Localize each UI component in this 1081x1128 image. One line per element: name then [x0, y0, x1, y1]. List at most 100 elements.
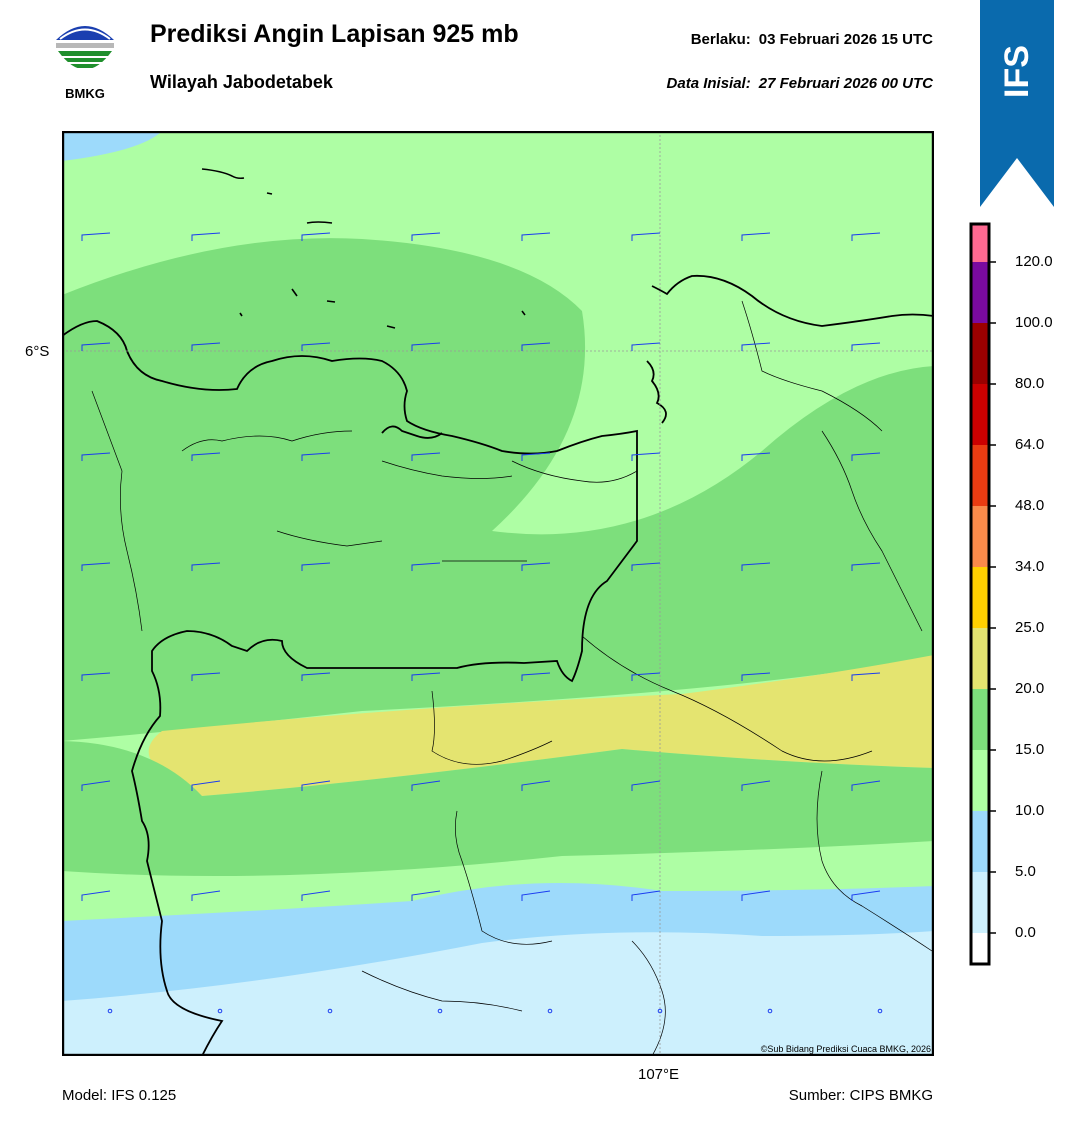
- calm-marker: [107, 1008, 113, 1014]
- coastline: [62, 274, 934, 1056]
- wind-barb: [81, 780, 111, 791]
- wind-barb: [301, 672, 331, 681]
- graticule: [62, 131, 934, 1056]
- colorbar-legend: [969, 222, 996, 966]
- valid-time: Berlaku: 03 Februari 2026 15 UTC: [691, 31, 933, 48]
- ribbon-label: IFS: [997, 44, 1036, 98]
- wind-barb: [81, 452, 111, 461]
- wind-band-5-10-corner: [62, 131, 162, 161]
- colorbar-tick-label: 48.0: [1015, 497, 1045, 514]
- calm-marker: [767, 1008, 773, 1014]
- colorbar-tick-label: 64.0: [1015, 436, 1045, 453]
- init-label: Data Inisial:: [666, 75, 751, 92]
- wind-barb: [851, 562, 881, 571]
- wind-barb: [301, 562, 331, 571]
- wind-barb: [741, 342, 771, 351]
- wind-barbs: [81, 232, 883, 1014]
- wind-barb: [191, 890, 221, 901]
- colorbar-tick-label: 10.0: [1015, 802, 1045, 819]
- wind-barb: [631, 232, 661, 241]
- page-subtitle: Wilayah Jabodetabek: [150, 72, 333, 92]
- calm-marker: [877, 1008, 883, 1014]
- wind-band-15-20: [62, 238, 934, 741]
- wind-barb: [741, 562, 771, 571]
- colorbar-segment: [971, 933, 989, 964]
- colorbar-segment: [971, 872, 989, 933]
- wind-barb: [631, 342, 661, 351]
- wind-barb: [411, 562, 441, 571]
- wind-barb: [851, 342, 881, 351]
- wind-barb: [81, 562, 111, 571]
- wind-band-0-5: [62, 931, 934, 1056]
- colorbar-segment: [971, 224, 989, 262]
- wind-barb: [741, 780, 771, 791]
- wind-barb: [521, 780, 551, 791]
- wind-barb: [521, 232, 551, 241]
- valid-value: 03 Februari 2026 15 UTC: [758, 31, 933, 48]
- wind-barb: [631, 890, 661, 901]
- wind-barb: [851, 890, 881, 901]
- valid-label: Berlaku:: [690, 31, 751, 48]
- wind-barb: [191, 342, 221, 351]
- wind-barb: [521, 342, 551, 351]
- wind-barb: [741, 672, 771, 681]
- colorbar-tick-label: 34.0: [1015, 558, 1045, 575]
- wind-barb: [851, 452, 881, 461]
- wind-barb: [741, 232, 771, 241]
- wind-barb: [411, 452, 441, 461]
- logo-text: BMKG: [65, 86, 105, 101]
- colorbar-segment: [971, 262, 989, 323]
- ifs-ribbon: [980, 0, 1054, 207]
- wind-barb: [81, 232, 111, 241]
- wind-barb: [411, 890, 441, 901]
- wind-barb: [631, 672, 661, 681]
- wind-barb: [81, 890, 111, 901]
- wind-barb: [301, 452, 331, 461]
- wind-barb: [411, 342, 441, 351]
- calm-marker: [327, 1008, 333, 1014]
- wind-barb: [301, 342, 331, 351]
- wind-barb: [411, 672, 441, 681]
- model-label: Model: IFS 0.125: [62, 1087, 177, 1104]
- init-time: Data Inisial: 27 Februari 2026 00 UTC: [667, 75, 933, 92]
- calm-marker: [547, 1008, 553, 1014]
- wind-barb: [301, 780, 331, 791]
- colorbar-tick-label: 25.0: [1015, 619, 1045, 636]
- wind-barb: [851, 780, 881, 791]
- calm-marker: [217, 1008, 223, 1014]
- colorbar-segment: [971, 628, 989, 689]
- latitude-label: 6°S: [25, 343, 50, 360]
- wind-barb: [191, 562, 221, 571]
- calm-marker: [657, 1008, 663, 1014]
- wind-barb: [741, 452, 771, 461]
- colorbar-segment: [971, 445, 989, 506]
- longitude-label: 107°E: [638, 1066, 680, 1083]
- colorbar-segment: [971, 323, 989, 384]
- wind-barb: [191, 672, 221, 681]
- colorbar-segment: [971, 567, 989, 628]
- wind-map: [62, 131, 934, 1056]
- colorbar-tick-label: 15.0: [1015, 741, 1045, 758]
- wind-barb: [521, 890, 551, 901]
- wind-barb: [631, 452, 661, 461]
- colorbar-tick-label: 5.0: [1015, 863, 1036, 880]
- colorbar-tick-label: 80.0: [1015, 375, 1045, 392]
- calm-marker: [437, 1008, 443, 1014]
- wind-band-20-25: [148, 655, 934, 796]
- colorbar-segment: [971, 506, 989, 567]
- colorbar-segment: [971, 384, 989, 445]
- wind-barb: [741, 890, 771, 901]
- colorbar-segment: [971, 750, 989, 811]
- wind-barb: [411, 780, 441, 791]
- source-label: Sumber: CIPS BMKG: [788, 1087, 933, 1104]
- wind-band-15-20-lower: [62, 741, 934, 876]
- islands: [201, 168, 526, 329]
- copyright-text: ©Sub Bidang Prediksi Cuaca BMKG, 2026: [760, 1044, 931, 1054]
- wind-barb: [851, 672, 881, 681]
- wind-barb: [191, 452, 221, 461]
- admin-borders: [91, 300, 933, 1056]
- bmkg-logo-icon: [56, 26, 114, 70]
- wind-barb: [521, 562, 551, 571]
- colorbar-tick-label: 120.0: [1015, 253, 1053, 270]
- wind-barb: [191, 780, 221, 791]
